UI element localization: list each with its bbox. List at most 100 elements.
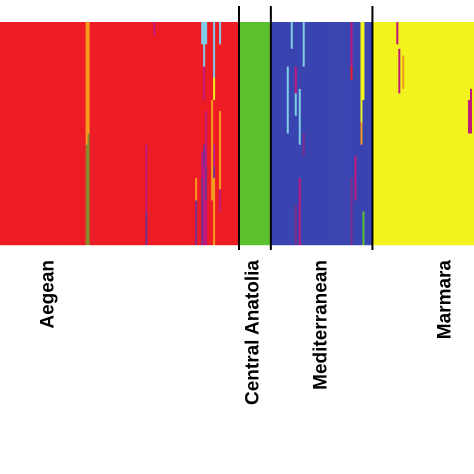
ancestry-segment	[322, 22, 325, 246]
individual-bar	[21, 22, 25, 246]
ancestry-segment	[99, 22, 102, 246]
ancestry-segment	[167, 22, 170, 246]
individual-bar	[272, 22, 276, 246]
ancestry-segment	[47, 22, 51, 246]
individual-bar	[213, 22, 216, 246]
individual-bar	[246, 22, 250, 246]
individual-bar	[280, 22, 284, 246]
ancestry-segment	[390, 22, 393, 246]
individual-bar	[334, 22, 337, 246]
individual-bar	[207, 22, 210, 246]
ancestry-segment	[97, 22, 100, 246]
ancestry-segment	[250, 22, 254, 246]
ancestry-segment	[362, 22, 365, 101]
ancestry-segment	[430, 22, 433, 246]
ancestry-segment	[298, 144, 302, 179]
individual-bar	[260, 22, 264, 246]
individual-bar	[416, 22, 419, 246]
ancestry-segment	[468, 100, 471, 134]
population-label: Central Anatolia	[243, 260, 264, 405]
ancestry-segment	[254, 22, 258, 246]
ancestry-segment	[294, 93, 298, 116]
individual-bar	[304, 22, 308, 246]
ancestry-segment	[0, 22, 3, 246]
ancestry-segment	[35, 22, 39, 246]
ancestry-segment	[215, 22, 218, 246]
ancestry-segment	[360, 122, 363, 145]
ancestry-segment	[330, 22, 333, 246]
ancestry-segment	[246, 22, 250, 246]
ancestry-segment	[131, 22, 134, 246]
individual-bar	[141, 22, 144, 246]
individual-bar	[55, 22, 59, 246]
ancestry-segment	[205, 111, 208, 168]
individual-bar	[139, 22, 142, 246]
ancestry-segment	[346, 22, 349, 246]
ancestry-segment	[306, 22, 310, 246]
individual-bar	[438, 22, 441, 246]
ancestry-segment	[21, 22, 25, 246]
ancestry-segment	[468, 133, 471, 246]
individual-bar	[458, 22, 461, 246]
individual-bar	[27, 22, 31, 246]
individual-bar	[33, 22, 37, 246]
ancestry-segment	[288, 22, 292, 246]
ancestry-segment	[27, 22, 31, 246]
population-separators	[237, 6, 374, 250]
ancestry-segment	[211, 100, 214, 201]
individual-bar	[406, 22, 409, 246]
individual-bar	[99, 22, 102, 246]
ancestry-segment	[410, 22, 413, 246]
ancestry-segment	[238, 22, 242, 246]
ancestry-segment	[350, 79, 353, 179]
ancestry-segment	[203, 22, 206, 67]
ancestry-segment	[440, 22, 443, 246]
ancestry-segment	[298, 88, 302, 145]
ancestry-segment	[29, 22, 33, 246]
individual-bar	[430, 22, 433, 246]
ancestry-segment	[354, 200, 357, 246]
ancestry-segment	[252, 22, 256, 246]
individual-bar	[320, 22, 323, 246]
individual-bar	[163, 22, 166, 246]
individual-bar	[137, 22, 140, 246]
individual-bar	[284, 22, 288, 246]
individual-bar	[456, 22, 459, 246]
ancestry-segment	[151, 22, 154, 246]
ancestry-segment	[384, 22, 387, 246]
ancestry-segment	[209, 22, 212, 246]
ancestry-segment	[434, 22, 437, 246]
individual-bar	[468, 22, 471, 246]
ancestry-segment	[85, 22, 88, 145]
ancestry-segment	[139, 22, 142, 246]
individual-bar	[193, 22, 196, 246]
individual-bar	[362, 22, 365, 246]
individual-bar	[384, 22, 387, 246]
individual-bar	[462, 22, 465, 246]
individual-bar	[171, 22, 174, 246]
individual-bar	[418, 22, 421, 246]
ancestry-segment	[203, 144, 206, 168]
ancestry-segment	[95, 22, 98, 246]
ancestry-segment	[31, 22, 35, 246]
ancestry-segment	[408, 22, 411, 246]
individual-bar	[69, 22, 73, 246]
ancestry-segment	[125, 22, 128, 246]
ancestry-segment	[191, 22, 194, 246]
individual-bar	[165, 22, 168, 246]
individual-bar	[91, 22, 94, 246]
individual-bar	[83, 22, 86, 246]
ancestry-segment	[404, 22, 407, 246]
individual-bar	[338, 22, 341, 246]
individual-bar	[440, 22, 443, 246]
ancestry-segment	[1, 22, 5, 246]
individual-bar	[25, 22, 29, 246]
individual-bar	[157, 22, 160, 246]
ancestry-segment	[203, 100, 206, 145]
individual-bar	[360, 22, 363, 246]
individual-bar	[364, 22, 367, 246]
individual-bar	[424, 22, 427, 246]
individual-bar	[452, 22, 455, 246]
individual-bar	[414, 22, 417, 246]
ancestry-segment	[424, 22, 427, 246]
